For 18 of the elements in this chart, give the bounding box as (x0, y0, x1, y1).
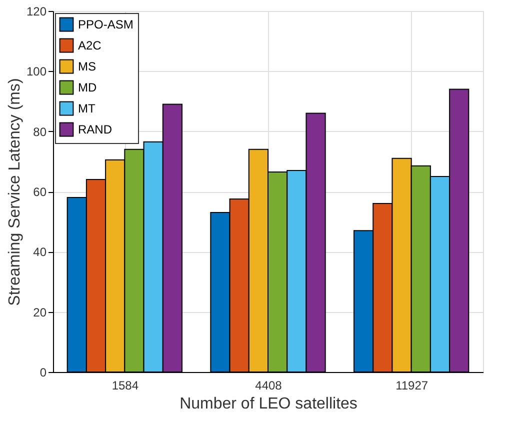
x-tick-label: 1584 (112, 378, 139, 392)
x-tick-label: 4408 (255, 378, 282, 392)
legend-label: MD (78, 80, 97, 94)
legend-label: MS (78, 60, 96, 74)
legend-label: A2C (78, 38, 102, 52)
y-tick-label: 20 (33, 305, 47, 320)
y-tick-label: 100 (26, 64, 47, 79)
y-tick-label: 80 (33, 124, 47, 139)
x-axis-title: Number of LEO satellites (180, 396, 358, 412)
y-tick-label: 120 (26, 4, 47, 18)
legend-label: PPO-ASM (78, 18, 134, 32)
x-tick-label: 11927 (396, 378, 428, 392)
y-axis-title: Streaming Service Latency (ms) (6, 78, 24, 306)
y-tick-label: 0 (40, 366, 47, 380)
legend-label: MT (78, 102, 96, 116)
y-tick-label: 60 (33, 185, 47, 199)
y-tick-label: 40 (33, 245, 47, 260)
legend-label: RAND (78, 122, 112, 136)
